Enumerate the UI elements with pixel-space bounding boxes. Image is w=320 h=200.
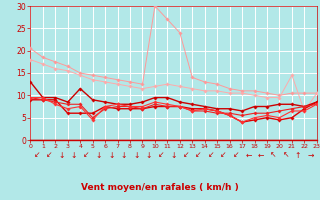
Text: ↙: ↙ <box>233 150 239 160</box>
Text: ↖: ↖ <box>270 150 276 160</box>
Text: ↙: ↙ <box>158 150 164 160</box>
Text: ↓: ↓ <box>71 150 77 160</box>
Text: →: → <box>308 150 314 160</box>
Text: ↙: ↙ <box>183 150 189 160</box>
Text: ↓: ↓ <box>146 150 152 160</box>
Text: ↙: ↙ <box>83 150 90 160</box>
Text: ↓: ↓ <box>133 150 140 160</box>
Text: ↙: ↙ <box>220 150 227 160</box>
Text: ↓: ↓ <box>58 150 65 160</box>
Text: ↓: ↓ <box>171 150 177 160</box>
Text: ↙: ↙ <box>208 150 214 160</box>
Text: ↖: ↖ <box>283 150 289 160</box>
Text: ←: ← <box>258 150 264 160</box>
Text: ↓: ↓ <box>96 150 102 160</box>
Text: ↑: ↑ <box>295 150 301 160</box>
Text: ↓: ↓ <box>108 150 115 160</box>
Text: ↙: ↙ <box>33 150 40 160</box>
Text: Vent moyen/en rafales ( km/h ): Vent moyen/en rafales ( km/h ) <box>81 183 239 192</box>
Text: ←: ← <box>245 150 252 160</box>
Text: ↓: ↓ <box>121 150 127 160</box>
Text: ↙: ↙ <box>195 150 202 160</box>
Text: ↙: ↙ <box>46 150 52 160</box>
